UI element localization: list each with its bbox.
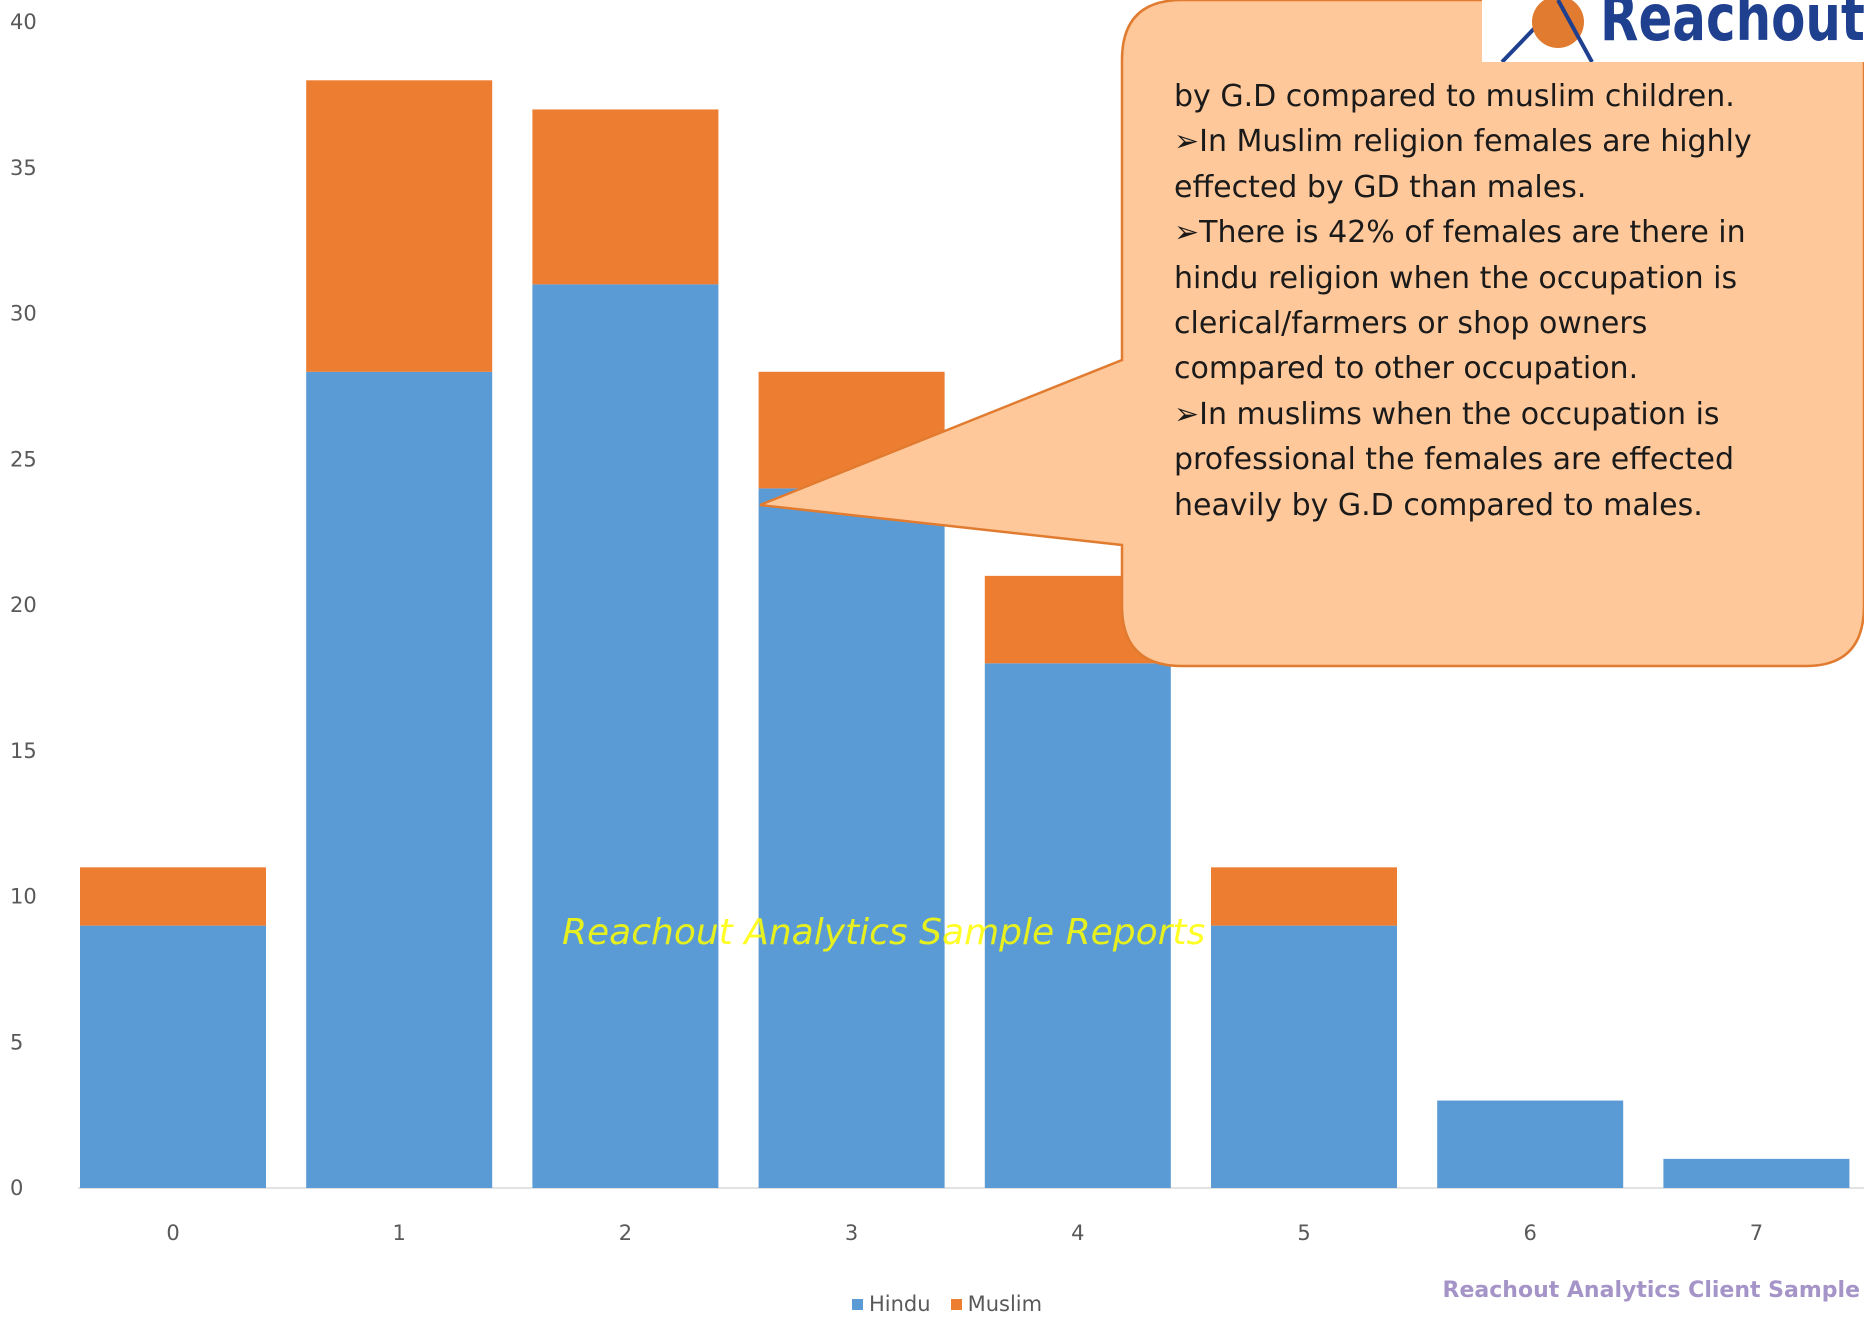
y-tick-label: 40 xyxy=(10,10,37,34)
x-tick-label: 3 xyxy=(845,1221,858,1245)
y-axis-ticks: 0 5 10 15 20 25 30 35 40 xyxy=(10,10,37,1200)
legend: Hindu Muslim xyxy=(852,1292,1042,1316)
bar-hindu-1 xyxy=(306,371,493,1188)
legend-item-hindu: Hindu xyxy=(852,1292,931,1316)
y-tick-label: 25 xyxy=(10,447,37,471)
callout-line: by G.D compared to muslim children. xyxy=(1174,79,1735,114)
bar-hindu-2 xyxy=(532,284,719,1189)
x-axis-ticks: 0 1 2 3 4 5 6 7 xyxy=(166,1221,1763,1245)
x-tick-label: 7 xyxy=(1750,1221,1763,1245)
y-tick-label: 20 xyxy=(10,593,37,617)
x-tick-label: 4 xyxy=(1071,1221,1084,1245)
callout-line: heavily by G.D compared to males. xyxy=(1174,487,1703,523)
y-tick-label: 0 xyxy=(10,1176,23,1200)
legend-swatch-hindu xyxy=(852,1298,863,1310)
callout-text: by G.D compared to muslim children. ➢In M… xyxy=(1174,74,1814,528)
legend-item-muslim: Muslim xyxy=(950,1292,1043,1316)
callout-line: ➢There is 42% of females are there in xyxy=(1174,215,1746,251)
callout-line: compared to other occupation. xyxy=(1174,351,1639,387)
y-tick-label: 35 xyxy=(10,156,37,180)
y-tick-label: 5 xyxy=(10,1030,23,1054)
bars-group xyxy=(80,80,1850,1189)
callout-line: clerical/farmers or shop owners xyxy=(1174,306,1648,342)
bar-hindu-5 xyxy=(1211,925,1397,1188)
x-tick-label: 2 xyxy=(619,1221,632,1245)
x-tick-label: 1 xyxy=(393,1221,406,1245)
bar-muslim-0 xyxy=(80,867,266,926)
y-tick-label: 10 xyxy=(10,885,37,909)
callout-line: ➢In muslims when the occupation is xyxy=(1174,396,1720,432)
legend-swatch-muslim xyxy=(950,1298,962,1310)
bar-hindu-4 xyxy=(984,663,1171,1188)
watermark: Reachout Analytics Sample Reports xyxy=(562,912,1206,953)
bar-muslim-2 xyxy=(532,109,719,285)
footer-label: Reachout Analytics Client Sample xyxy=(1442,1278,1860,1303)
legend-label-muslim: Muslim xyxy=(967,1292,1043,1316)
legend-label-hindu: Hindu xyxy=(869,1292,931,1316)
y-tick-label: 15 xyxy=(10,739,37,763)
callout-line: ➢In Muslim religion females are highly xyxy=(1174,124,1752,160)
globe-icon xyxy=(1500,0,1594,62)
x-tick-label: 6 xyxy=(1524,1221,1537,1245)
x-tick-label: 0 xyxy=(166,1221,179,1245)
x-tick-label: 5 xyxy=(1297,1221,1310,1245)
bar-hindu-6 xyxy=(1437,1100,1624,1188)
bar-hindu-0 xyxy=(80,925,266,1188)
bar-muslim-1 xyxy=(306,80,493,372)
callout-line: professional the females are effected xyxy=(1174,442,1735,478)
logo-text: Reachout Analytics xyxy=(1600,0,1864,56)
bar-muslim-5 xyxy=(1211,867,1397,926)
bar-hindu-3 xyxy=(758,488,945,1188)
callout-line: effected by GD than males. xyxy=(1174,169,1587,205)
bar-hindu-7 xyxy=(1663,1158,1850,1188)
logo: Reachout Analytics xyxy=(1482,0,1864,62)
y-tick-label: 30 xyxy=(10,302,37,326)
callout-line: hindu religion when the occupation is xyxy=(1174,260,1738,296)
